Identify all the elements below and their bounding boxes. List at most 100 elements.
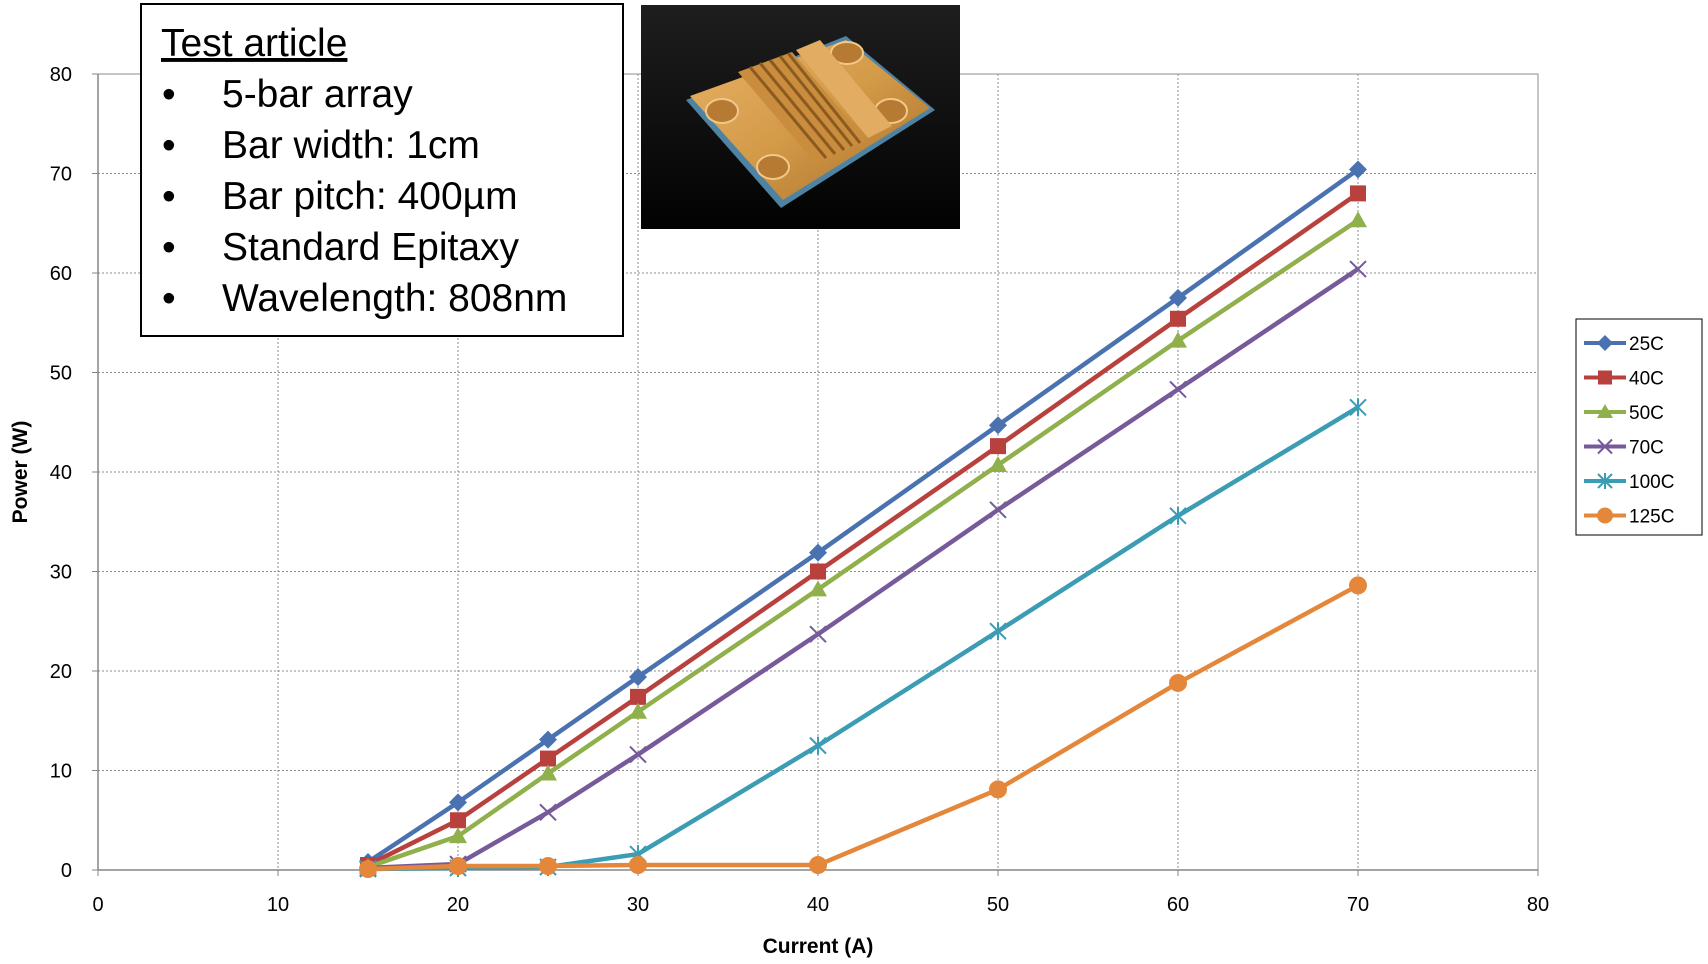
- legend-item-40C: 40C: [1584, 369, 1664, 390]
- test-article-box-border: [140, 3, 624, 337]
- data-point-legend-125C: [1597, 507, 1613, 524]
- legend-item-50C: 50C: [1584, 403, 1664, 424]
- x-tick-label: 10: [267, 894, 289, 916]
- data-point-40C: [450, 812, 466, 829]
- test-article-item: 5-bar array: [222, 73, 413, 116]
- y-tick-label: 40: [50, 462, 72, 484]
- data-point-40C: [990, 438, 1006, 455]
- data-point-100C: [809, 736, 827, 755]
- data-point-40C: [630, 688, 646, 705]
- legend-border: [1575, 318, 1703, 536]
- data-point-125C: [989, 780, 1007, 799]
- y-tick-label: 20: [50, 661, 72, 683]
- data-point-legend-50C: [1597, 404, 1613, 418]
- legend-item-100C: 100C: [1584, 472, 1674, 493]
- bullet: •: [162, 175, 176, 218]
- legend-item-125C: 125C: [1584, 507, 1674, 528]
- data-point-50C: [989, 456, 1007, 473]
- data-point-100C: [1349, 398, 1367, 417]
- x-tick-label: 20: [447, 894, 469, 916]
- test-article-item: Bar width: 1cm: [222, 124, 480, 167]
- data-point-125C: [1169, 673, 1187, 692]
- x-tick-label: 60: [1167, 894, 1189, 916]
- test-article-item: Wavelength: 808nm: [222, 277, 567, 320]
- data-point-125C: [449, 857, 467, 876]
- data-point-legend-100C: [1597, 473, 1613, 489]
- x-tick-label: 50: [987, 894, 1009, 916]
- data-point-legend-70C: [1597, 438, 1613, 455]
- series-125C: [359, 576, 1367, 879]
- y-tick-label: 10: [50, 761, 72, 783]
- data-point-legend-25C: [1597, 335, 1613, 351]
- data-point-70C: [1349, 260, 1367, 278]
- legend-item-25C: 25C: [1584, 334, 1664, 355]
- test-article-item: Standard Epitaxy: [222, 226, 520, 269]
- data-point-100C: [1169, 506, 1187, 525]
- legend-label: 125C: [1629, 507, 1674, 528]
- legend-item-70C: 70C: [1584, 438, 1664, 459]
- data-point-125C: [359, 860, 377, 879]
- x-axis-title: Current (A): [763, 935, 874, 958]
- series-line-40C: [366, 191, 1360, 868]
- data-point-50C: [539, 764, 557, 781]
- legend-label: 25C: [1629, 334, 1664, 355]
- data-point-40C: [1170, 310, 1186, 327]
- legend-label: 50C: [1629, 403, 1664, 424]
- data-point-25C: [449, 793, 467, 812]
- data-point-70C: [539, 803, 557, 821]
- x-tick-label: 80: [1527, 894, 1549, 916]
- data-point-125C: [1349, 576, 1367, 595]
- y-axis-title: Power (W): [9, 421, 32, 524]
- bullet: •: [162, 277, 176, 320]
- test-article-items: • 5-bar array • Bar width: 1cm • Bar pitch: 4…: [162, 73, 567, 320]
- x-tick-label: 0: [92, 894, 103, 916]
- legend-label: 70C: [1629, 438, 1664, 459]
- test-article-item: Bar pitch: 400µm: [222, 175, 518, 218]
- data-point-125C: [629, 856, 647, 875]
- data-point-40C: [540, 750, 556, 767]
- data-point-25C: [809, 543, 827, 562]
- data-point-25C: [989, 416, 1007, 435]
- data-point-40C: [810, 563, 826, 580]
- axes: 0 10 20 30 40 50 60 70 80 0 10 20 30 40 50 60 70 80: [50, 64, 1549, 916]
- series-line-50C: [367, 218, 1360, 870]
- data-point-50C: [809, 580, 827, 597]
- legend: 25C 40C 50C 70C 100C 125C: [1575, 318, 1703, 536]
- series-layer: [359, 160, 1367, 879]
- x-tick-label: 40: [807, 894, 829, 916]
- legend-label: 100C: [1629, 472, 1674, 493]
- y-tick-label: 80: [50, 64, 72, 86]
- x-tick-label: 70: [1347, 894, 1369, 916]
- data-point-25C: [539, 730, 557, 749]
- y-tick-label: 50: [50, 363, 72, 385]
- x-tick-label: 30: [627, 894, 649, 916]
- data-point-legend-40C: [1598, 370, 1612, 385]
- data-point-100C: [989, 622, 1007, 641]
- data-point-40C: [1350, 185, 1366, 202]
- data-point-50C: [449, 827, 467, 844]
- y-tick-label: 0: [61, 860, 72, 882]
- data-point-50C: [629, 702, 647, 719]
- data-point-25C: [629, 667, 647, 686]
- test-article-title: Test article: [161, 22, 347, 65]
- y-tick-label: 70: [50, 164, 72, 186]
- data-point-70C: [989, 501, 1007, 519]
- legend-label: 40C: [1629, 369, 1664, 390]
- bullet: •: [162, 124, 176, 167]
- data-point-70C: [1169, 380, 1187, 399]
- data-point-70C: [629, 745, 647, 764]
- y-tick-label: 60: [50, 263, 72, 285]
- data-point-50C: [1349, 211, 1367, 228]
- bullet: •: [162, 226, 176, 269]
- series-line-125C: [367, 583, 1360, 872]
- data-point-25C: [1349, 160, 1367, 179]
- series-line-25C: [366, 167, 1360, 864]
- laser-bar-array-photo: [641, 5, 960, 229]
- y-tick-label: 30: [50, 562, 72, 584]
- data-point-125C: [809, 856, 827, 875]
- test-article-box: Test article • 5-bar array • Bar width: 1cm…: [140, 3, 624, 337]
- data-point-50C: [1169, 331, 1187, 348]
- data-point-25C: [1169, 288, 1187, 307]
